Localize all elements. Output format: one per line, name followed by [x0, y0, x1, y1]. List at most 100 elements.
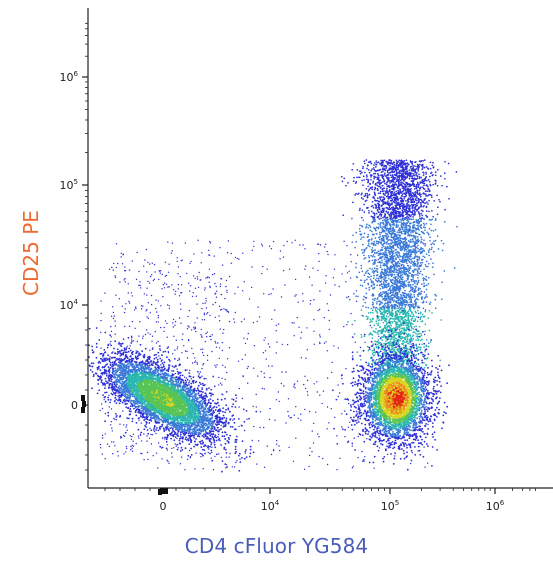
- event-dot: [384, 192, 387, 194]
- event-dot: [199, 279, 201, 281]
- event-dot: [375, 242, 378, 245]
- event-dot: [393, 334, 396, 336]
- event-dot: [146, 271, 148, 273]
- event-dot: [411, 237, 414, 240]
- event-dot: [171, 284, 173, 286]
- event-dot: [228, 320, 231, 323]
- event-dot: [378, 319, 381, 321]
- event-dot: [110, 408, 113, 410]
- event-dot: [136, 340, 139, 342]
- event-dot: [428, 303, 431, 305]
- event-dot: [400, 285, 403, 287]
- event-dot: [352, 201, 354, 204]
- event-dot: [334, 284, 336, 286]
- event-dot: [117, 262, 119, 265]
- event-dot: [371, 334, 374, 336]
- event-dot: [130, 445, 132, 448]
- event-dot: [379, 196, 381, 198]
- event-dot: [386, 195, 389, 197]
- event-dot: [194, 357, 196, 359]
- event-dot: [361, 209, 364, 212]
- event-dot: [409, 215, 412, 218]
- event-dot: [157, 300, 159, 302]
- event-dot: [417, 274, 419, 277]
- event-dot: [408, 325, 410, 328]
- event-dot: [401, 209, 404, 212]
- event-dot: [436, 194, 438, 197]
- event-dot: [291, 242, 293, 244]
- event-dot: [418, 192, 421, 194]
- event-dot: [414, 247, 417, 250]
- event-dot: [346, 296, 348, 299]
- event-dot: [201, 387, 203, 389]
- event-dot: [379, 224, 382, 227]
- event-dot: [263, 426, 265, 429]
- event-dot: [313, 422, 315, 425]
- event-dot: [405, 191, 408, 194]
- event-dot: [131, 339, 133, 341]
- event-dot: [127, 292, 129, 294]
- event-dot: [396, 321, 399, 324]
- event-dot: [371, 294, 374, 297]
- event-dot: [379, 192, 382, 194]
- event-dot: [180, 447, 182, 449]
- event-dot: [399, 255, 402, 258]
- event-dot: [399, 302, 402, 305]
- event-dot: [366, 318, 369, 321]
- event-dot: [218, 453, 220, 455]
- event-dot: [222, 332, 224, 334]
- event-dot: [408, 185, 411, 188]
- event-dot: [269, 407, 271, 410]
- event-dot: [407, 265, 410, 267]
- event-dot: [392, 226, 394, 229]
- event-dot: [306, 391, 309, 393]
- event-dot: [422, 242, 424, 244]
- event-dot: [326, 377, 329, 379]
- event-dot: [377, 333, 380, 336]
- event-dot: [379, 238, 381, 241]
- event-dot: [380, 271, 383, 274]
- event-dot: [313, 319, 315, 321]
- event-dot: [164, 438, 166, 440]
- event-dot: [371, 353, 374, 355]
- event-dot: [111, 430, 114, 432]
- event-dot: [396, 202, 398, 205]
- event-dot: [414, 206, 417, 208]
- event-dot: [180, 456, 183, 458]
- event-dot: [402, 347, 405, 349]
- event-dot: [146, 316, 148, 318]
- event-dot: [385, 340, 387, 342]
- event-dot: [375, 322, 378, 325]
- event-dot: [386, 221, 389, 224]
- event-dot: [112, 390, 114, 392]
- event-dot: [393, 193, 396, 196]
- event-dot: [379, 233, 381, 236]
- event-dot: [176, 370, 179, 373]
- event-dot: [420, 238, 423, 241]
- event-dot: [385, 183, 388, 186]
- event-dot: [389, 314, 391, 317]
- event-dot: [398, 221, 400, 223]
- event-dot: [183, 376, 186, 378]
- event-dot: [99, 443, 102, 446]
- event-dot: [393, 191, 396, 194]
- event-dot: [206, 277, 209, 279]
- event-dot: [293, 322, 295, 324]
- event-dot: [415, 297, 418, 300]
- event-dot: [405, 194, 408, 197]
- event-dot: [226, 371, 228, 374]
- event-dot: [412, 313, 415, 316]
- event-dot: [407, 244, 409, 247]
- event-dot: [420, 241, 422, 244]
- event-dot: [380, 217, 382, 220]
- event-dot: [409, 283, 412, 286]
- event-dot: [355, 240, 358, 243]
- event-dot: [379, 221, 382, 224]
- event-dot: [374, 220, 377, 223]
- event-dot: [326, 406, 329, 408]
- event-dot: [407, 221, 410, 223]
- event-dot: [334, 416, 336, 419]
- event-dot: [247, 382, 249, 384]
- event-dot: [413, 177, 416, 180]
- event-dot: [403, 269, 406, 271]
